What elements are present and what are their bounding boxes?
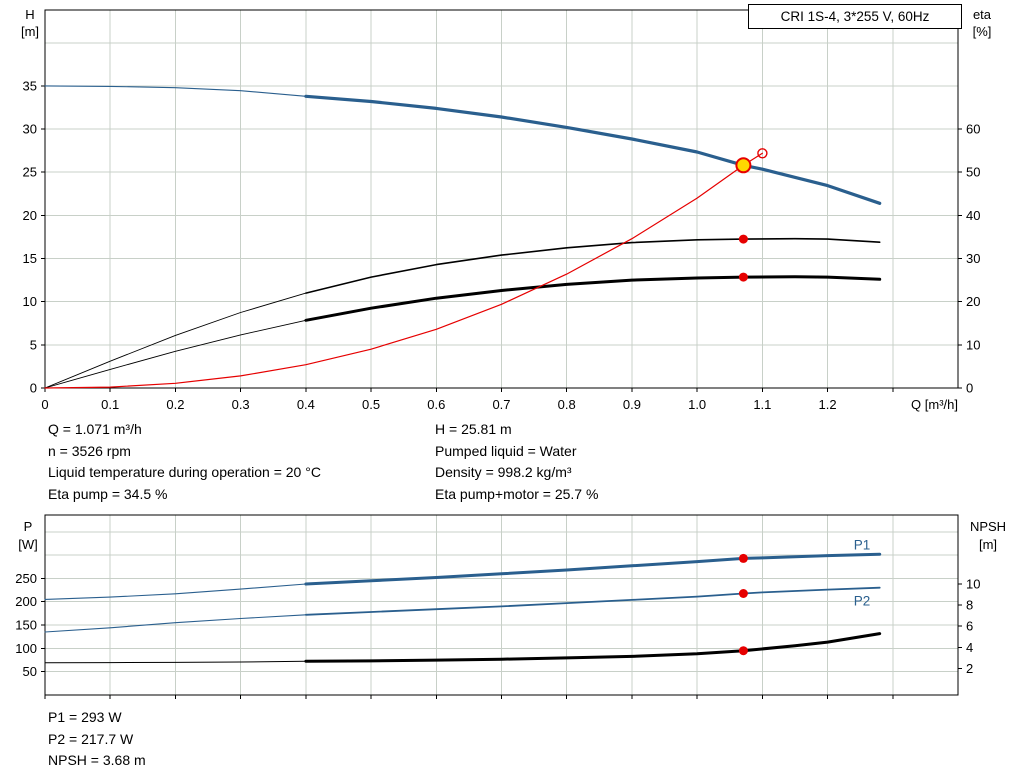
p2-point [738,589,748,598]
y-left-tick-label: 25 [23,165,37,180]
info-eta-pump-motor: Eta pump+motor = 25.7 % [435,485,599,502]
y-left-tick-label: 20 [23,208,37,223]
info-npsh: NPSH = 3.68 m [48,752,146,768]
head-curve-lead [44,85,307,97]
duty-point[interactable] [735,157,752,174]
y-right-tick-label: 20 [966,294,980,309]
eta-pump-motor-point [738,272,748,282]
y-right-tick-label: 10 [966,576,980,591]
y-left-tick-label: 100 [15,641,37,656]
info-p1: P1 = 293 W [48,709,122,725]
p1-curve [304,552,882,586]
y-right-axis-label: [%] [973,24,992,39]
eta-pump-curve [305,237,881,294]
y-left-tick-label: 10 [23,294,37,309]
p2-lead [44,614,307,633]
y-right-tick-label: 4 [966,640,973,655]
eta-pump-point [738,234,748,244]
y-right-tick-label: 2 [966,661,973,676]
info-head: H = 25.81 m [435,421,512,437]
power-npsh-chart: 50 100 150 200 250 2 4 6 8 10 P1 P2 P [W] NPSH [m] [15,514,1006,699]
y-left-tick-label: 150 [15,618,37,633]
y-right-axis-label: [m] [979,537,997,552]
p1-lead [44,583,307,600]
info-p2: P2 = 217.7 W [48,730,134,747]
y-right-tick-label: 60 [966,122,980,137]
info-density: Density = 998.2 kg/m³ [435,464,572,480]
x-tick-label: 0.3 [232,397,250,412]
x-tick-label: 0.2 [166,397,184,412]
x-tick-label: 0.1 [101,397,119,412]
y-right-tick-label: 6 [966,619,973,634]
info-flow: Q = 1.071 m³/h [48,421,142,437]
y-left-tick-label: 30 [23,122,37,137]
y-left-tick-label: 5 [30,337,37,352]
info-speed: n = 3526 rpm [48,442,131,459]
p2-curve [304,586,881,616]
y-left-tick-label: 0 [30,381,37,396]
x-axis-label: Q [m³/h] [911,397,958,412]
y-left-tick-label: 15 [23,251,37,266]
qh-eta-chart: 0 0.1 0.2 0.3 0.4 0.5 0.6 0.7 0.8 0.9 1.0 1.1 1.2 0 5 1… [21,7,992,412]
info-eta-pump: Eta pump = 34.5 % [48,485,168,502]
y-left-axis-label: [m] [21,24,39,39]
power-info: P1 = 293 W P2 = 217.7 W NPSH = 3.68 m [48,707,146,772]
y-left-axis-label: H [25,7,34,22]
y-right-tick-label: 8 [966,598,973,613]
y-right-tick-label: 50 [966,165,980,180]
eta-pump-lead [44,292,307,389]
y-left-tick-label: 250 [15,571,37,586]
y-left-axis-label: [W] [18,537,38,552]
pump-title-box: CRI 1S-4, 3*255 V, 60Hz [748,4,962,29]
npsh-curve [304,632,882,663]
y-right-tick-label: 10 [966,337,980,352]
info-liquid-temperature: Liquid temperature during operation = 20… [48,464,321,480]
requested-duty-point [757,148,768,159]
x-tick-label: 0 [41,397,48,412]
x-tick-label: 1.1 [753,397,771,412]
x-tick-label: 1.2 [819,397,837,412]
info-pumped-liquid: Pumped liquid = Water [435,442,577,459]
x-tick-label: 1.0 [688,397,706,412]
x-tick-label: 0.7 [492,397,510,412]
y-left-tick-label: 50 [23,664,37,679]
y-right-tick-label: 40 [966,208,980,223]
y-right-axis-label: eta [973,7,992,22]
p1-point [738,553,748,563]
x-tick-label: 0.4 [297,397,315,412]
y-right-tick-label: 0 [966,381,973,396]
pump-title: CRI 1S-4, 3*255 V, 60Hz [780,9,930,24]
y-left-tick-label: 200 [15,594,37,609]
y-right-axis-label: NPSH [970,519,1006,534]
system-curve [44,152,764,389]
eta-pump-motor-lead [44,319,307,389]
x-tick-label: 0.9 [623,397,641,412]
duty-info-right: H = 25.81 m Pumped liquid = Water Densit… [435,419,598,505]
y-left-tick-label: 35 [23,78,37,93]
x-tick-label: 0.5 [362,397,380,412]
y-right-tick-label: 30 [966,251,980,266]
x-tick-label: 0.6 [427,397,445,412]
duty-info-left: Q = 1.071 m³/h n = 3526 rpm Liquid tempe… [48,419,321,505]
p1-label: P1 [854,538,871,553]
npsh-point [738,646,748,656]
x-tick-label: 0.8 [558,397,576,412]
p2-label: P2 [854,594,871,609]
y-left-axis-label: P [24,519,33,534]
eta-pump-motor-curve [304,275,882,322]
npsh-lead [44,660,307,664]
head-curve [304,94,882,205]
